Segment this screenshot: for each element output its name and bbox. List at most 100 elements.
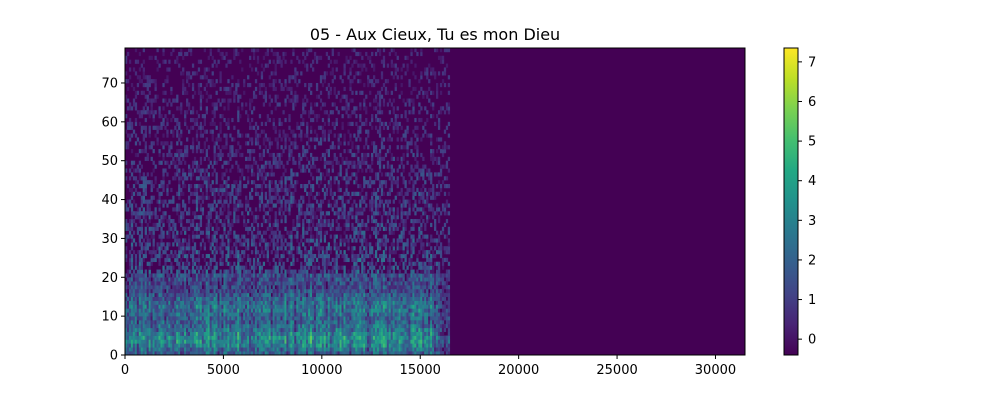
heatmap-cell [373, 292, 376, 298]
heatmap-cell [134, 215, 138, 220]
heatmap-cell [365, 242, 368, 247]
heatmap-cell [351, 238, 354, 243]
heatmap-cell [400, 218, 403, 224]
heatmap-cell [134, 222, 138, 228]
heatmap-cell [323, 288, 327, 294]
heatmap-cell [447, 335, 451, 340]
heatmap-cell [416, 316, 419, 321]
heatmap-cell [402, 234, 405, 239]
heatmap-cell [394, 273, 397, 278]
heatmap-cell [233, 308, 236, 313]
heatmap-cell [441, 331, 445, 336]
heatmap-cell [430, 277, 433, 282]
heatmap-cell [325, 273, 329, 278]
heatmap-cell [136, 288, 140, 294]
heatmap-cell [250, 351, 254, 356]
heatmap-cell [410, 269, 413, 274]
heatmap-cell [229, 211, 232, 216]
heatmap-cell [351, 226, 354, 231]
heatmap-cell [278, 327, 281, 332]
heatmap-cell [274, 339, 277, 344]
heatmap-cell [249, 273, 252, 278]
heatmap-cell [233, 207, 236, 212]
heatmap-cell [235, 288, 238, 294]
heatmap-cell [300, 300, 303, 305]
heatmap-cell [313, 316, 317, 321]
heatmap-cell [164, 250, 167, 255]
heatmap-cell [337, 253, 340, 259]
heatmap-cell [245, 226, 248, 231]
heatmap-cell [172, 281, 175, 286]
heatmap-cell [125, 351, 128, 356]
heatmap-cell [284, 207, 287, 212]
heatmap-cell [355, 218, 358, 224]
heatmap-cell [223, 281, 226, 286]
heatmap-cell [317, 331, 321, 336]
heatmap-cell [187, 277, 191, 282]
heatmap-cell [313, 261, 317, 266]
heatmap-cell [349, 347, 352, 352]
heatmap-cell [363, 292, 366, 298]
heatmap-cell [388, 292, 392, 298]
heatmap-cell [384, 238, 388, 243]
heatmap-cell [170, 316, 173, 321]
heatmap-cell [164, 351, 167, 356]
heatmap-cell [276, 347, 279, 352]
heatmap-cell [195, 343, 199, 348]
heatmap-cell [184, 351, 187, 356]
heatmap-cell [447, 230, 451, 235]
heatmap-cell [245, 327, 248, 332]
heatmap-cell [388, 320, 392, 325]
heatmap-cell [136, 296, 140, 301]
heatmap-cell [410, 320, 413, 325]
heatmap-cell [445, 285, 449, 290]
heatmap-cell [237, 277, 240, 282]
heatmap-cell [225, 257, 228, 263]
heatmap-cell [292, 304, 295, 309]
heatmap-cell [406, 265, 409, 270]
heatmap-cell [154, 281, 157, 286]
heatmap-cell [412, 288, 415, 294]
heatmap-cell [402, 288, 405, 294]
heatmap-cell [168, 323, 171, 329]
heatmap-cell [219, 261, 222, 266]
heatmap-cell [345, 273, 348, 278]
heatmap-cell [252, 215, 256, 220]
heatmap-cell [250, 230, 254, 235]
heatmap-cell [367, 261, 370, 266]
heatmap-cell [310, 351, 313, 356]
heatmap-cell [434, 335, 437, 340]
heatmap-cell [176, 257, 179, 263]
heatmap-cell [373, 343, 376, 348]
heatmap-cell [156, 316, 159, 321]
heatmap-cell [270, 343, 273, 348]
heatmap-cell [331, 331, 334, 336]
heatmap-cell [349, 285, 352, 290]
heatmap-cell [311, 300, 315, 305]
heatmap-cell [241, 242, 244, 247]
heatmap-cell [394, 343, 397, 348]
heatmap-cell [211, 292, 214, 298]
heatmap-cell [211, 304, 214, 309]
heatmap-cell [164, 300, 167, 305]
heatmap-cell [398, 222, 401, 228]
heatmap-cell [335, 257, 338, 263]
heatmap-cell [186, 304, 189, 309]
heatmap-cell [209, 296, 212, 301]
heatmap-cell [426, 296, 429, 301]
heatmap-cell [292, 222, 295, 228]
heatmap-cell [363, 269, 366, 274]
heatmap-cell [447, 308, 451, 313]
heatmap-cell [349, 331, 352, 336]
heatmap-cell [319, 203, 323, 208]
heatmap-cell [371, 277, 374, 282]
heatmap-cell [264, 339, 268, 344]
heatmap-cell [420, 331, 423, 336]
heatmap-cell [282, 285, 285, 290]
heatmap-cell [264, 203, 268, 208]
heatmap-cell [229, 230, 232, 235]
heatmap-cell [367, 281, 370, 286]
heatmap-cell [331, 265, 334, 270]
heatmap-cell [410, 265, 413, 270]
heatmap-cell [432, 292, 435, 298]
